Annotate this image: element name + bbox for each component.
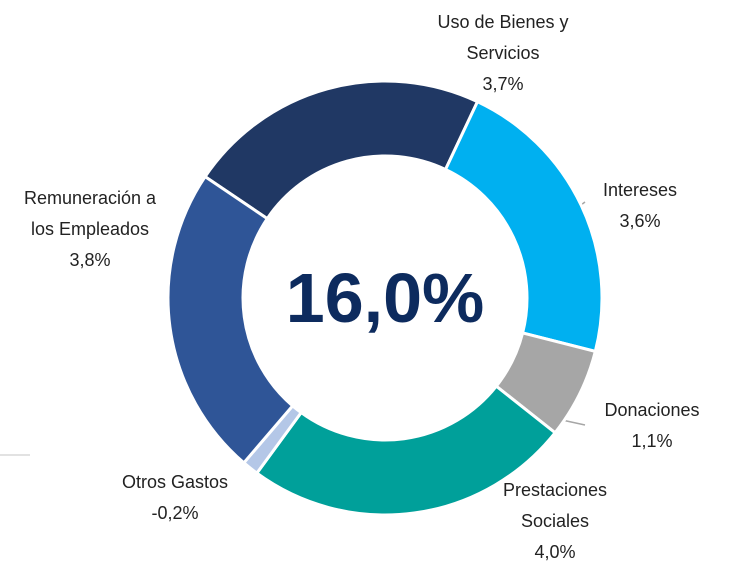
slice-label: Donaciones 1,1% (587, 395, 717, 457)
leader-line (561, 419, 586, 426)
donut-slice (254, 384, 558, 517)
value-label: 3,8% (69, 250, 111, 270)
value-label: 1,1% (631, 431, 673, 451)
slice-label: Otros Gastos -0,2% (95, 467, 255, 529)
category-label: Otros Gastos (121, 472, 229, 492)
slice-label: Intereses 3,6% (580, 175, 700, 237)
value-label: 3,6% (619, 211, 661, 231)
slice-label: Prestaciones Sociales 4,0% (490, 475, 620, 565)
category-label: Donaciones (604, 400, 700, 420)
center-label: 16,0% (285, 259, 485, 337)
value-label: -0,2% (151, 503, 199, 523)
value-label: 3,7% (482, 74, 524, 94)
donut-slice (203, 79, 480, 221)
slice-label: Remuneración a los Empleados 3,8% (23, 183, 158, 276)
donut-slice (443, 99, 604, 354)
category-label: Uso de Bienes y Servicios (437, 12, 569, 63)
category-label: Prestaciones Sociales (502, 480, 608, 531)
slice-label: Uso de Bienes y Servicios 3,7% (418, 7, 588, 100)
category-label: Remuneración a los Empleados (23, 188, 157, 239)
donut-slice (166, 174, 295, 465)
category-label: Intereses (602, 180, 678, 200)
value-label: 4,0% (534, 542, 576, 562)
